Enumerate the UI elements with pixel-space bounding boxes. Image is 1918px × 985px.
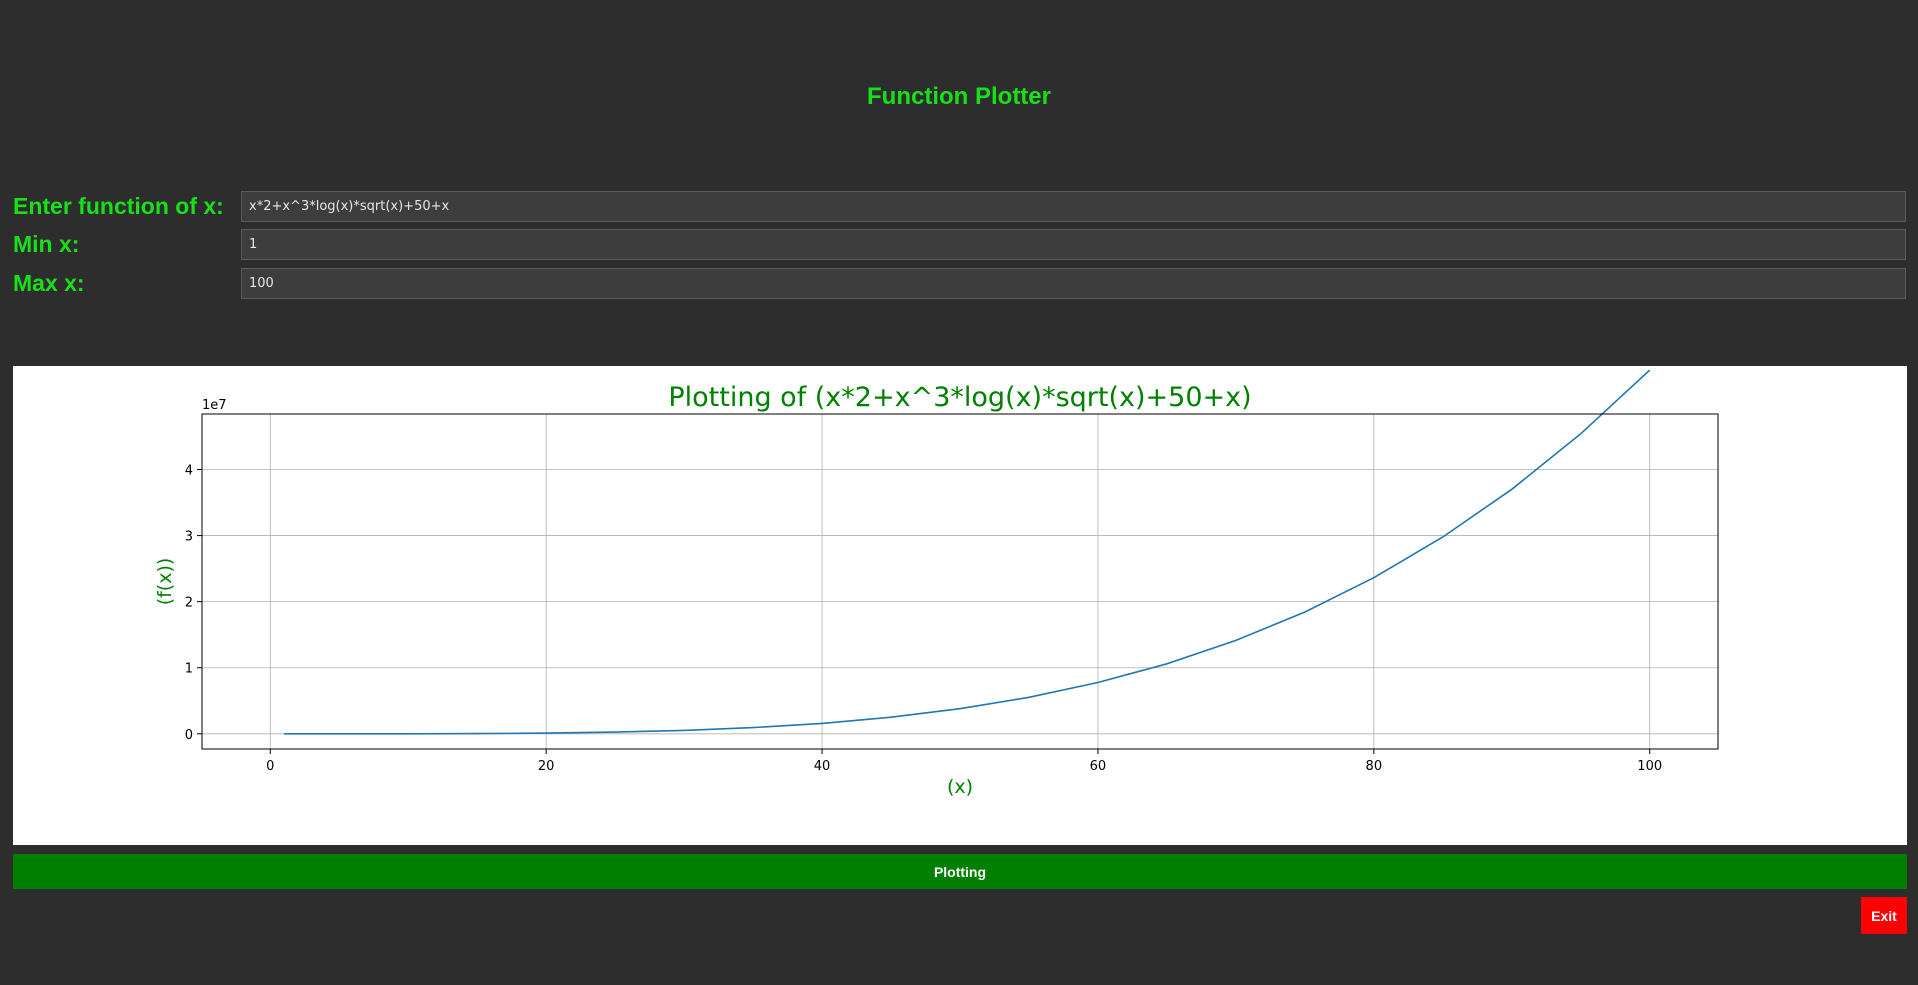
y-offset-label: 1e7: [202, 398, 227, 413]
x-axis-label: (x): [947, 776, 973, 798]
x-tick-label: 100: [1637, 759, 1662, 774]
x-tick-label: 40: [814, 759, 831, 774]
plot-frame: [201, 413, 1719, 750]
series-line: [284, 369, 1651, 735]
app-title: Function Plotter: [867, 83, 1051, 110]
exit-button[interactable]: Exit: [1861, 897, 1907, 934]
x-tick-label: 20: [538, 759, 555, 774]
x-tick-label: 80: [1366, 759, 1383, 774]
function-row: Enter function of x:: [13, 191, 1906, 222]
y-tick-label: 4: [185, 464, 193, 479]
function-chart: 0 20 40 60 80 100 0 1 2 3 4 1e7 Plotting of (x*2+x^3…: [154, 369, 1719, 798]
y-tick-label: 3: [185, 530, 193, 545]
min-x-row: Min x:: [13, 229, 1906, 260]
x-tick-label: 0: [266, 759, 274, 774]
function-input[interactable]: [241, 191, 1906, 222]
y-tick-label: 0: [185, 728, 193, 743]
y-tick-label: 1: [185, 662, 193, 677]
min-x-label: Min x:: [13, 231, 80, 257]
min-x-input[interactable]: [241, 229, 1906, 260]
chart-title: Plotting of (x*2+x^3*log(x)*sqrt(x)+50+x…: [668, 382, 1251, 413]
y-axis-label: (f(x)): [154, 558, 176, 606]
max-x-input[interactable]: [241, 268, 1906, 299]
y-tick-label: 2: [185, 596, 193, 611]
x-tick-label: 60: [1090, 759, 1107, 774]
max-x-row: Max x:: [13, 268, 1906, 299]
plot-panel: 0 20 40 60 80 100 0 1 2 3 4 1e7 Plotting of (x*2+x^3…: [13, 366, 1907, 845]
max-x-label: Max x:: [13, 270, 85, 296]
function-label: Enter function of x:: [13, 193, 224, 219]
plotting-button[interactable]: Plotting: [13, 854, 1907, 889]
